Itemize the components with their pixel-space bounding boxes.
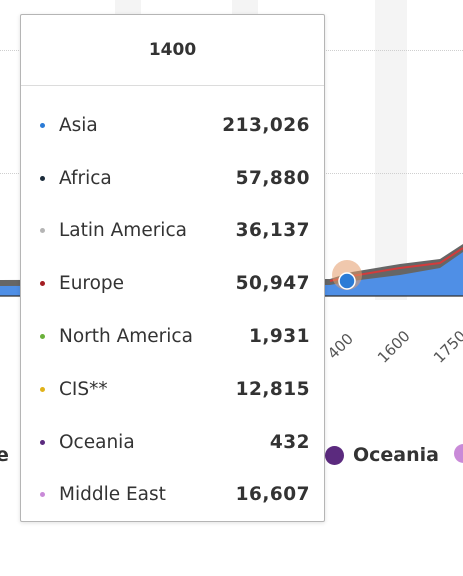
legend-item-clipped[interactable]: e — [0, 444, 9, 466]
tooltip-row: Oceania 432 — [21, 416, 324, 469]
legend-marker-icon — [454, 444, 463, 463]
x-tick-label: 400 — [324, 329, 357, 363]
tooltip-row: Asia 213,026 — [21, 99, 324, 152]
tooltip-row: Europe 50,947 — [21, 257, 324, 310]
tooltip-series-value: 16,607 — [235, 484, 310, 506]
tooltip-row: North America 1,931 — [21, 310, 324, 363]
series-dot-icon — [40, 386, 45, 392]
tooltip-series-value: 213,026 — [222, 114, 310, 136]
series-dot-icon — [40, 175, 45, 181]
series-dot-icon — [40, 281, 45, 287]
series-dot-icon — [40, 228, 45, 234]
x-tick-label: 1750 — [430, 326, 463, 367]
tooltip-row: Middle East 16,607 — [21, 469, 324, 522]
tooltip-series-name: Asia — [59, 114, 98, 136]
tooltip-series-name: North America — [59, 326, 193, 348]
hover-point — [338, 272, 356, 290]
chart-tooltip: 1400 Asia 213,026 Africa 57,880 Latin Americ… — [20, 14, 325, 522]
tooltip-series-name: Africa — [59, 167, 112, 189]
tooltip-series-value: 57,880 — [235, 167, 310, 189]
legend-label: e — [0, 444, 9, 466]
series-dot-icon — [40, 492, 45, 498]
legend-item-middle-east[interactable] — [454, 444, 463, 463]
legend-label: Oceania — [353, 444, 439, 466]
tooltip-rows: Asia 213,026 Africa 57,880 Latin America 36,1… — [21, 99, 324, 521]
tooltip-series-value: 12,815 — [235, 378, 310, 400]
x-tick-label: 1600 — [374, 326, 414, 367]
series-dot-icon — [40, 439, 45, 445]
tooltip-series-value: 50,947 — [235, 273, 310, 295]
legend-item-oceania[interactable]: Oceania — [325, 444, 439, 466]
series-dot-icon — [40, 334, 45, 340]
tooltip-series-value: 36,137 — [235, 220, 310, 242]
tooltip-series-name: Latin America — [59, 220, 187, 242]
tooltip-row: Africa 57,880 — [21, 152, 324, 205]
tooltip-series-name: Middle East — [59, 484, 166, 506]
series-dot-icon — [40, 122, 45, 128]
tooltip-series-value: 1,931 — [248, 326, 310, 348]
legend-marker-icon — [325, 445, 344, 465]
tooltip-series-name: CIS** — [59, 378, 108, 400]
tooltip-series-value: 432 — [269, 431, 310, 453]
tooltip-title: 1400 — [21, 15, 324, 86]
tooltip-row: Latin America 36,137 — [21, 205, 324, 258]
tooltip-series-name: Oceania — [59, 431, 135, 453]
tooltip-series-name: Europe — [59, 273, 125, 295]
hover-marker[interactable] — [332, 260, 362, 290]
tooltip-row: CIS** 12,815 — [21, 363, 324, 416]
